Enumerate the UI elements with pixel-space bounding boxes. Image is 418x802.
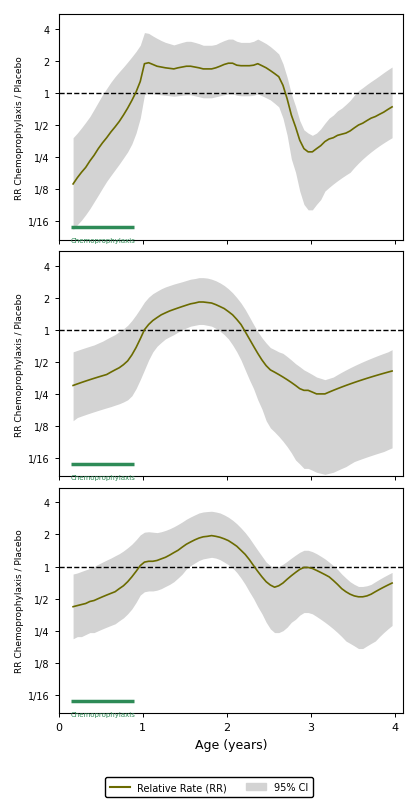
Y-axis label: RR Chemoprophylaxis / Placebo: RR Chemoprophylaxis / Placebo [15,56,24,200]
Y-axis label: RR Chemoprophylaxis / Placebo: RR Chemoprophylaxis / Placebo [15,529,24,673]
Y-axis label: RR Chemoprophylaxis / Placebo: RR Chemoprophylaxis / Placebo [15,293,24,436]
Text: Chemoprophylaxis: Chemoprophylaxis [71,238,135,244]
Text: Chemoprophylaxis: Chemoprophylaxis [71,711,135,717]
Text: Chemoprophylaxis: Chemoprophylaxis [71,475,135,480]
Legend: Relative Rate (RR), 95% CI: Relative Rate (RR), 95% CI [105,777,313,797]
X-axis label: Age (years): Age (years) [195,738,267,751]
